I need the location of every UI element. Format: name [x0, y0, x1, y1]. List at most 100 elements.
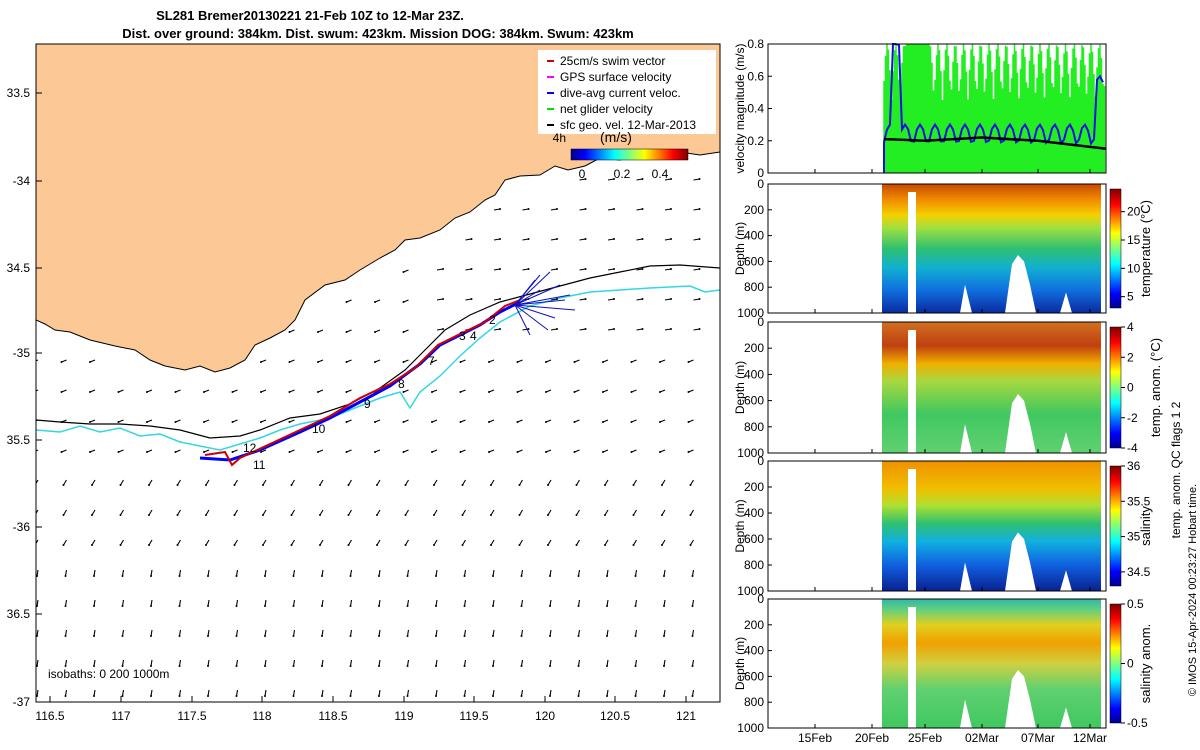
vector-arrow-head	[488, 361, 490, 363]
vector-arrow-head	[150, 635, 152, 637]
vector-arrow	[607, 328, 615, 331]
track-day-label: 7	[428, 354, 435, 368]
vector-arrow-head	[613, 208, 615, 210]
vector-arrow-head	[89, 361, 91, 363]
vector-arrow-head	[178, 635, 181, 637]
panel-ylabel: Depth (m)	[733, 361, 747, 414]
track-day-label: 10	[312, 422, 326, 436]
colorbar-tick-label: 15	[1127, 233, 1141, 247]
vector-arrow-head	[573, 451, 576, 453]
vector-arrow-head	[698, 298, 701, 300]
vector-arrow-head	[613, 178, 615, 180]
panel-ytick-label: 0	[757, 177, 764, 191]
vector-arrow	[664, 178, 672, 181]
panel-ytick-label: 600	[744, 254, 764, 268]
vector-arrow-head	[121, 605, 124, 607]
vector-arrow	[406, 569, 410, 577]
vector-arrow-head	[687, 361, 690, 363]
vector-arrow	[549, 629, 552, 637]
vector-arrow-head	[499, 208, 501, 210]
vector-arrow	[579, 298, 586, 301]
vector-arrow-head	[516, 361, 519, 363]
vector-arrow	[292, 659, 296, 667]
vector-arrow-head	[670, 238, 672, 240]
vector-arrow-head	[577, 575, 580, 577]
vector-arrow	[520, 599, 524, 607]
map-xtick-label: 117.5	[177, 709, 206, 723]
vector-arrow-head	[433, 514, 435, 516]
vector-arrow-head	[584, 328, 587, 330]
vector-arrow-head	[207, 575, 209, 577]
vector-arrow	[691, 629, 695, 637]
vector-arrow-head	[698, 208, 701, 210]
vector-arrow-head	[435, 605, 437, 607]
vector-arrow-head	[205, 544, 207, 546]
vector-arrow-head	[60, 451, 63, 453]
vector-arrow	[465, 238, 472, 241]
vector-arrow-head	[292, 635, 295, 637]
vector-arrow-head	[547, 544, 549, 546]
vector-arrow	[264, 659, 267, 667]
vector-arrow	[93, 599, 96, 607]
vector-arrow-head	[205, 514, 207, 516]
vector-arrow-head	[231, 391, 234, 393]
panel-ytick-label: 0.6	[747, 69, 764, 83]
vector-arrow-head	[60, 391, 63, 393]
vector-arrow-head	[442, 298, 444, 300]
vector-arrow-head	[288, 421, 291, 423]
colorbar-tick-label: 36	[1127, 459, 1141, 473]
vector-arrow-head	[406, 635, 409, 637]
vector-arrow	[492, 569, 495, 577]
colorbar-tick-label: 2	[1127, 350, 1134, 364]
vector-arrow-head	[349, 665, 352, 667]
vector-arrow-head	[64, 605, 67, 607]
vector-arrow-head	[689, 484, 692, 486]
vector-arrow-head	[606, 665, 608, 667]
vector-arrow-head	[345, 301, 348, 303]
vector-arrow-head	[463, 695, 466, 697]
vector-arrow-head	[632, 514, 635, 516]
vector-arrow-head	[402, 361, 405, 363]
vector-arrow	[150, 689, 153, 697]
vector-arrow-head	[319, 484, 321, 486]
vector-arrow	[520, 569, 524, 577]
vector-arrow	[178, 599, 182, 607]
time-tick-label: 25Feb	[908, 731, 942, 745]
time-tick-label: 07Mar	[1021, 731, 1055, 745]
panel-ylabel: Depth (m)	[733, 637, 747, 690]
vector-arrow-head	[207, 695, 209, 697]
vector-arrow	[606, 629, 609, 637]
vector-arrow-head	[602, 361, 604, 363]
track-day-label: 8	[398, 377, 405, 391]
vector-arrow-head	[461, 514, 464, 516]
vector-arrow-head	[203, 421, 205, 423]
section-heatmap	[882, 184, 1101, 313]
vector-arrow	[64, 689, 68, 697]
vector-arrow-head	[520, 605, 523, 607]
vector-arrow-head	[577, 695, 580, 697]
vector-arrow-head	[264, 695, 266, 697]
vector-arrow	[150, 569, 153, 577]
vector-arrow-head	[606, 605, 608, 607]
vector-arrow-head	[292, 695, 295, 697]
vector-arrow-head	[516, 421, 519, 423]
vector-arrow-head	[174, 421, 177, 423]
vector-arrow-head	[547, 484, 549, 486]
vector-arrow-head	[577, 665, 580, 667]
vector-arrow-head	[404, 514, 407, 516]
vector-arrow	[207, 629, 210, 637]
vector-arrow-head	[492, 665, 494, 667]
vector-arrow	[522, 238, 529, 241]
vector-arrow-head	[117, 451, 120, 453]
vector-arrow-head	[459, 451, 462, 453]
vector-arrow-head	[260, 421, 262, 423]
vector-arrow	[178, 569, 182, 577]
vector-arrow-head	[349, 575, 352, 577]
vector-arrow-head	[663, 665, 665, 667]
vector-arrow	[693, 178, 700, 181]
vector-arrow	[235, 689, 239, 697]
vector-arrow	[349, 659, 353, 667]
vector-arrow-head	[32, 451, 34, 453]
vector-arrow-head	[549, 605, 551, 607]
